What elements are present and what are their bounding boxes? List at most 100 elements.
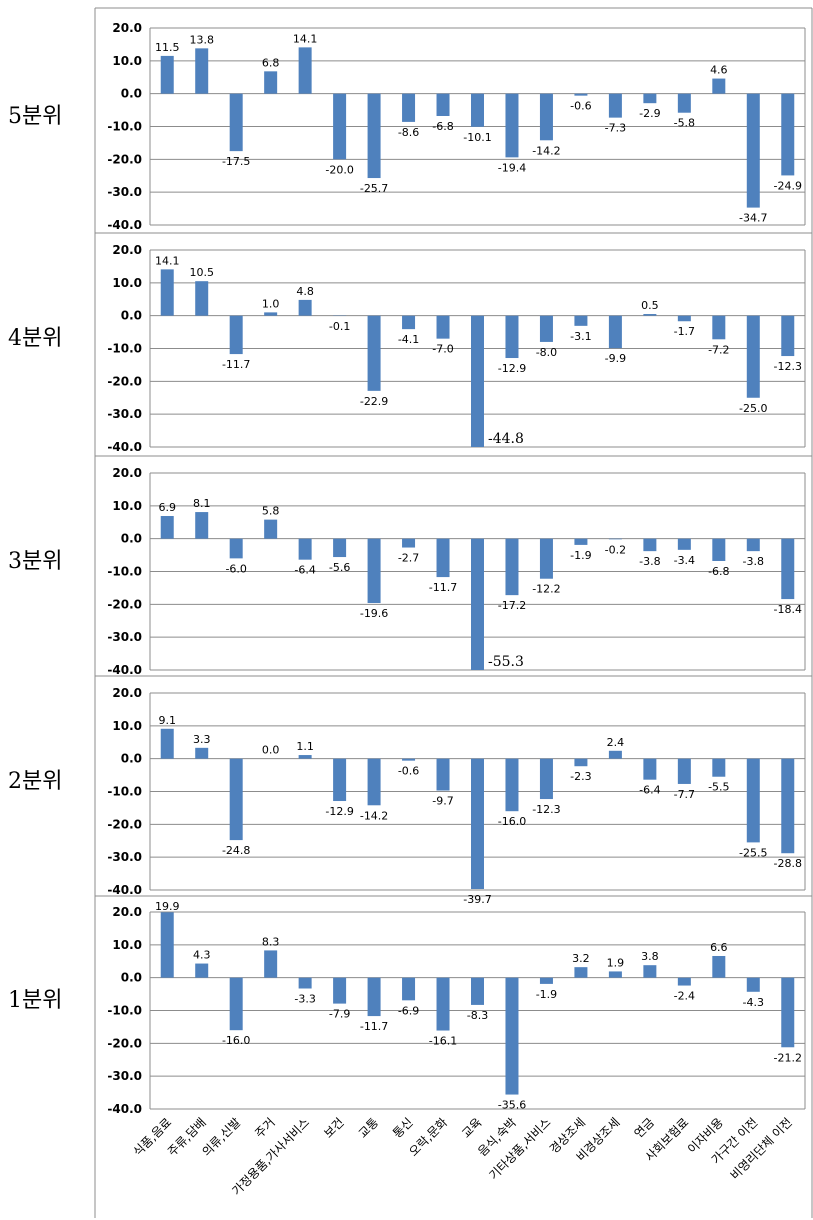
bar: [160, 55, 174, 94]
y-tick-label: 20.0: [112, 466, 142, 480]
data-label: 3.2: [572, 952, 590, 965]
data-label: -11.7: [222, 358, 250, 371]
panel-5: 1분위 20.0 10.0 0.0 -10.0 -20.0 -30.0 -40.0 19.9 4.…: [8, 900, 806, 1116]
y-tick-label: -20.0: [107, 817, 142, 831]
y-tick-label: -10.0: [107, 785, 142, 799]
data-label: -16.0: [498, 815, 526, 828]
data-label: -12.9: [498, 362, 526, 375]
bar: [712, 758, 726, 777]
panel-label: 3분위: [8, 549, 62, 574]
y-tick-label: -30.0: [107, 630, 142, 644]
data-label: -25.5: [739, 846, 767, 859]
bar: [574, 758, 588, 767]
bar: [505, 538, 519, 596]
data-label: -11.7: [360, 1020, 388, 1033]
panel-4: 2분위 20.0 10.0 0.0 -10.0 -20.0 -30.0 -40.0 9.1 3.3…: [8, 686, 806, 906]
data-label: -12.2: [532, 583, 560, 596]
category-label: 기타상품,서비스: [486, 1115, 553, 1182]
bar: [539, 977, 553, 984]
data-label: -24.9: [774, 179, 802, 192]
bar: [643, 93, 657, 104]
bar: [160, 912, 174, 978]
data-label: -1.7: [674, 325, 695, 338]
bar: [781, 93, 795, 176]
data-label: -16.0: [222, 1034, 250, 1047]
bar: [229, 538, 243, 559]
data-label: -44.8: [488, 431, 524, 447]
data-label: -35.6: [498, 1099, 526, 1112]
y-tick-label: -40.0: [107, 1102, 142, 1116]
bar: [298, 299, 312, 316]
y-tick-label: 20.0: [112, 686, 142, 700]
data-label: -3.8: [743, 555, 764, 568]
data-label: -34.7: [739, 212, 767, 225]
bar: [746, 977, 760, 992]
data-label: -0.6: [398, 765, 419, 778]
category-label: 교육: [459, 1115, 485, 1141]
y-tick-label: 0.0: [121, 309, 142, 323]
data-label: 4.3: [193, 949, 211, 962]
bar: [471, 93, 484, 127]
bar: [471, 977, 484, 1005]
bar: [333, 93, 347, 160]
bar: [264, 71, 278, 94]
data-label: -7.0: [432, 343, 453, 356]
category-label: 오락,문화: [406, 1115, 450, 1159]
data-label: 10.5: [189, 266, 214, 279]
bar: [367, 93, 381, 179]
data-label: -9.7: [432, 795, 453, 808]
chart-panels: 5분위 20.0 10.0 0.0 -10.0 -20.0 -30.0 -40.0 11.5 13…: [8, 21, 806, 1116]
bar: [677, 93, 691, 113]
y-tick-label: -40.0: [107, 218, 142, 232]
data-label: 9.1: [158, 714, 176, 727]
data-label: -5.8: [674, 117, 695, 130]
bar: [367, 758, 381, 806]
data-label: 5.8: [262, 505, 280, 518]
data-label: -1.9: [536, 988, 557, 1001]
bar: [402, 977, 416, 1001]
data-label: -7.7: [674, 788, 695, 801]
bar: [608, 315, 622, 349]
category-label: 주거: [252, 1115, 278, 1141]
panel-label: 4분위: [8, 326, 62, 351]
bar: [264, 519, 278, 539]
bar: [781, 538, 795, 600]
bar: [574, 315, 588, 326]
category-label: 연금: [631, 1115, 657, 1141]
bar: [160, 728, 174, 759]
panel-1: 5분위 20.0 10.0 0.0 -10.0 -20.0 -30.0 -40.0 11.5 13…: [8, 21, 806, 232]
data-label: -8.3: [467, 1009, 488, 1022]
data-label: -0.6: [570, 100, 591, 113]
y-tick-label: 0.0: [121, 752, 142, 766]
data-label: -18.4: [774, 603, 802, 616]
y-tick-label: 0.0: [121, 87, 142, 101]
bar: [574, 93, 588, 96]
bar: [471, 758, 484, 890]
panel-2: 4분위 20.0 10.0 0.0 -10.0 -20.0 -30.0 -40.0 14.1 10…: [8, 243, 806, 454]
data-label: -7.9: [329, 1008, 350, 1021]
data-label: -24.8: [222, 844, 250, 857]
bar: [505, 758, 519, 812]
bar: [539, 315, 553, 342]
data-label: -4.1: [398, 333, 419, 346]
bar: [402, 538, 416, 548]
data-label: -6.8: [432, 120, 453, 133]
bar: [677, 758, 691, 784]
data-label: 0.0: [262, 744, 280, 757]
bar: [264, 312, 278, 316]
bar: [471, 538, 484, 670]
bar: [402, 93, 416, 122]
y-tick-label: -20.0: [107, 374, 142, 388]
y-tick-label: 10.0: [112, 938, 142, 952]
bar: [195, 747, 209, 759]
bar: [298, 538, 312, 560]
y-tick-label: 10.0: [112, 54, 142, 68]
panel-3: 3분위 20.0 10.0 0.0 -10.0 -20.0 -30.0 -40.0 6.9 8.1…: [8, 466, 806, 677]
y-tick-label: 0.0: [121, 971, 142, 985]
data-label: -19.4: [498, 161, 526, 174]
bar: [264, 950, 278, 978]
category-label: 통신: [390, 1115, 416, 1141]
bar: [712, 315, 726, 340]
y-tick-label: -30.0: [107, 1069, 142, 1083]
data-label: -6.8: [708, 565, 729, 578]
